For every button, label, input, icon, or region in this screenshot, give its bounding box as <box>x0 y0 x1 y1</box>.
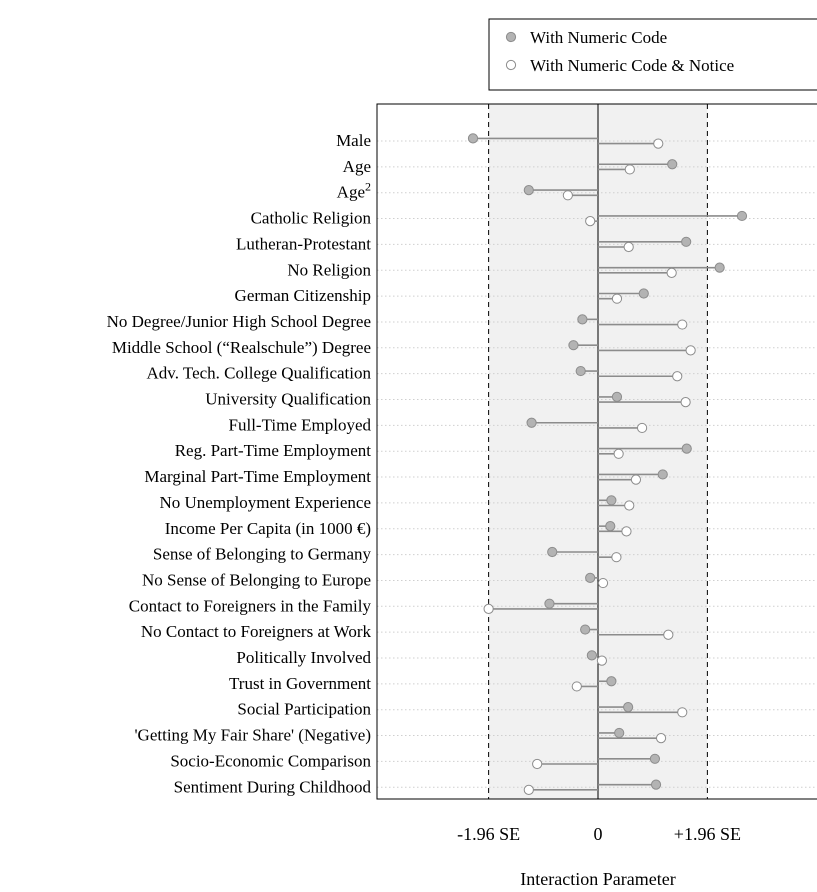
category-label: No Contact to Foreigners at Work <box>141 622 372 641</box>
point-numeric-code <box>467 133 479 144</box>
point-numeric-code <box>577 314 588 325</box>
point-numeric-code <box>523 185 534 196</box>
category-label: 'Getting My Fair Share' (Negative) <box>134 726 371 745</box>
category-label: University Qualification <box>205 390 371 409</box>
point-numeric-code <box>736 210 748 222</box>
point-numeric-code-notice <box>571 681 582 692</box>
category-label: Full-Time Employed <box>229 415 372 434</box>
category-label: Politically Involved <box>236 648 371 667</box>
legend-marker <box>505 59 517 71</box>
point-numeric-code <box>580 624 591 635</box>
point-numeric-code-notice <box>672 371 683 382</box>
point-numeric-code-notice <box>611 293 623 304</box>
category-label: Male <box>336 131 371 150</box>
category-labels: Male Age Age2 Catholic Religion Lutheran-Pro… <box>107 131 372 796</box>
point-numeric-code-notice <box>677 319 688 330</box>
category-label: Trust in Government <box>229 674 371 693</box>
point-numeric-code-notice <box>621 526 632 537</box>
point-numeric-code-notice <box>613 448 624 459</box>
category-label: Social Participation <box>237 700 371 719</box>
point-numeric-code <box>585 572 596 583</box>
category-label: Marginal Part-Time Employment <box>144 467 371 486</box>
category-label: Age2 <box>337 180 371 202</box>
point-numeric-code <box>638 288 649 299</box>
point-numeric-code-notice <box>636 422 648 434</box>
point-numeric-code <box>649 753 661 764</box>
point-numeric-code-notice <box>597 577 609 589</box>
category-label: No Religion <box>287 260 371 279</box>
point-numeric-code-notice <box>585 216 596 227</box>
point-numeric-code-notice <box>624 164 635 175</box>
legend-label: With Numeric Code <box>530 28 667 47</box>
category-label: Socio-Economic Comparison <box>170 751 371 770</box>
point-numeric-code-notice <box>677 707 688 718</box>
category-label: Catholic Religion <box>251 209 372 228</box>
point-numeric-code-notice <box>624 500 635 511</box>
category-label: Income Per Capita (in 1000 €) <box>165 519 371 538</box>
point-numeric-code-notice <box>623 241 634 253</box>
point-numeric-code <box>714 262 725 273</box>
point-numeric-code <box>605 521 616 532</box>
point-numeric-code <box>526 417 537 428</box>
point-numeric-code-notice <box>562 190 573 201</box>
category-label: Age <box>343 157 371 176</box>
point-numeric-code <box>606 676 617 687</box>
category-label: Sense of Belonging to Germany <box>153 545 372 564</box>
point-numeric-code-notice <box>523 784 534 795</box>
category-label: German Citizenship <box>235 286 371 305</box>
category-label: No Degree/Junior High School Degree <box>107 312 371 331</box>
legend-marker <box>505 31 517 43</box>
point-numeric-code <box>681 443 692 454</box>
point-numeric-code <box>681 236 692 247</box>
point-numeric-code <box>606 495 617 506</box>
legend-box <box>488 18 817 91</box>
point-numeric-code <box>623 702 634 713</box>
point-numeric-code <box>650 779 662 790</box>
x-tick-label: -1.96 SE <box>457 824 520 844</box>
point-numeric-code-notice <box>532 758 543 770</box>
point-numeric-code-notice <box>655 733 667 744</box>
x-axis-label: Interaction Parameter <box>520 869 675 889</box>
category-label: No Unemployment Experience <box>160 493 372 512</box>
category-label: Adv. Tech. College Qualification <box>147 364 372 383</box>
category-label: Sentiment During Childhood <box>174 777 372 796</box>
category-label: No Sense of Belonging to Europe <box>142 570 371 589</box>
point-numeric-code <box>667 159 678 170</box>
plot-frame <box>376 103 817 800</box>
plot-area <box>376 103 817 800</box>
point-numeric-code <box>586 650 597 661</box>
point-numeric-code-notice <box>666 267 677 278</box>
category-label: Lutheran-Protestant <box>236 234 371 253</box>
point-numeric-code <box>568 340 579 351</box>
point-numeric-code <box>547 546 558 558</box>
point-numeric-code-notice <box>611 552 622 563</box>
point-numeric-code <box>544 598 555 609</box>
category-label: Middle School (“Realschule”) Degree <box>112 338 371 357</box>
point-numeric-code-notice <box>630 474 642 485</box>
legend: With Numeric Code With Numeric Code & Not… <box>488 18 817 91</box>
point-numeric-code-notice <box>685 345 696 356</box>
x-tick-label: +1.96 SE <box>674 824 741 844</box>
x-axis-ticks: -1.96 SE 0 +1.96 SE <box>457 824 741 844</box>
point-numeric-code <box>575 365 586 377</box>
point-numeric-code <box>611 391 623 402</box>
point-numeric-code-notice <box>596 655 608 666</box>
category-label: Reg. Part-Time Employment <box>175 441 372 460</box>
x-tick-label: 0 <box>594 824 603 844</box>
point-numeric-code <box>657 469 668 480</box>
point-numeric-code-notice <box>680 397 691 408</box>
point-numeric-code-notice <box>483 603 494 615</box>
category-label: Contact to Foreigners in the Family <box>129 596 372 615</box>
point-numeric-code <box>614 727 625 739</box>
point-numeric-code-notice <box>653 138 664 149</box>
legend-label: With Numeric Code & Notice <box>530 56 734 75</box>
point-numeric-code-notice <box>663 629 674 640</box>
